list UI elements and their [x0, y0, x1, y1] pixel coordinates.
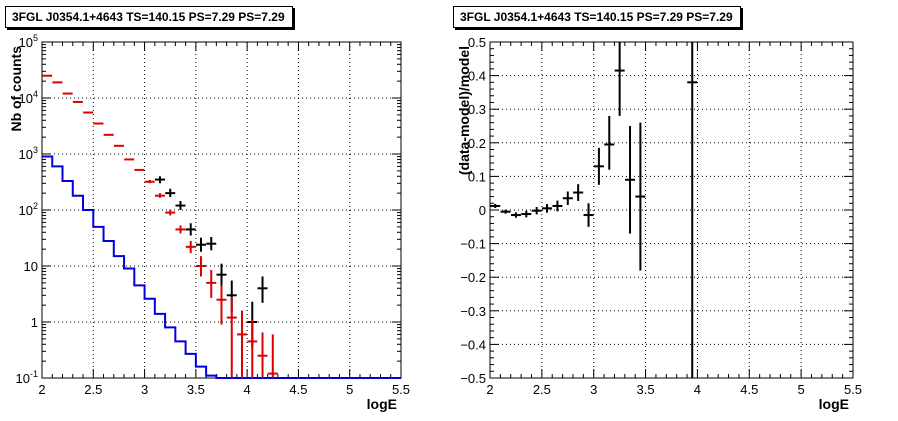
data-point [542, 203, 553, 213]
data-point [614, 42, 625, 116]
x-tick-label: 5 [798, 382, 805, 397]
data-point [154, 176, 165, 184]
y-tick-label: 10 [24, 259, 38, 274]
x-tick-label: 2 [38, 382, 45, 397]
data-point [226, 296, 237, 378]
data-point [510, 212, 521, 218]
residuals-panel: 2 2.5 3 3.5 4 4.5 5 5.5 −0.5 −0.4 −0.3 −0.2 −0.1 0 0.1… [456, 35, 862, 412]
x-tick-label: 3.5 [637, 382, 655, 397]
y-axis-title: Nb of counts [8, 46, 24, 132]
x-tick-label: 3 [590, 382, 597, 397]
y-tick-label: 105 [19, 33, 38, 50]
y-tick-label: 0 [479, 203, 486, 218]
x-tick-label: 3.5 [187, 382, 205, 397]
data-point [206, 236, 217, 251]
x-tick-label: 4 [694, 382, 701, 397]
data-point [573, 184, 584, 201]
y-axis-title: (data-model)/model [456, 46, 472, 175]
data-point [195, 256, 206, 277]
data-point [165, 188, 176, 198]
data-point [635, 122, 646, 271]
data-point [216, 263, 227, 288]
data-point [237, 310, 248, 378]
data-point [562, 191, 573, 205]
y-tick-label: −0.3 [460, 304, 486, 319]
y-tick-label: −0.1 [460, 237, 486, 252]
y-tick-label: 0.1 [468, 169, 486, 184]
data-point [144, 179, 155, 184]
x-tick-label: 5.5 [844, 382, 862, 397]
y-tick-label: 0.5 [468, 35, 486, 50]
x-tick-label: 2.5 [533, 382, 551, 397]
y-tick-label: −0.5 [460, 371, 486, 386]
y-tick-label: −0.2 [460, 270, 486, 285]
data-point [175, 200, 186, 210]
y-tick-label: −0.4 [460, 337, 486, 352]
data-point [552, 200, 563, 212]
data-point [593, 147, 604, 185]
data-point [165, 209, 176, 216]
data-point [247, 319, 258, 378]
data-point [185, 240, 196, 254]
data-point [604, 115, 615, 170]
left-chart-title: 3FGL J0354.1+4643 TS=140.15 PS=7.29 PS=7… [5, 6, 293, 28]
data-point [195, 237, 206, 252]
data-point [154, 193, 165, 198]
y-tick-label: 0.3 [468, 102, 486, 117]
model-step-line [42, 155, 401, 379]
plot-frame [41, 41, 402, 379]
y-tick-label: 0.4 [468, 69, 486, 84]
x-tick-label: 2.5 [84, 382, 102, 397]
y-tick-label: 0.2 [468, 136, 486, 151]
x-tick-label: 5.5 [392, 382, 410, 397]
data-point [521, 210, 532, 218]
x-tick-label: 4.5 [289, 382, 307, 397]
right-chart-title: 3FGL J0354.1+4643 TS=140.15 PS=7.29 PS=7… [453, 6, 741, 28]
data-point [257, 332, 268, 378]
y-tick-label: 10-1 [16, 369, 38, 386]
x-tick-label: 4 [244, 382, 251, 397]
data-point [267, 334, 278, 378]
data-point [216, 285, 227, 325]
y-tick-label: 104 [19, 89, 38, 106]
y-tick-label: 102 [19, 201, 38, 218]
x-tick-label: 4.5 [740, 382, 758, 397]
data-point [185, 223, 196, 236]
y-tick-label: 103 [19, 145, 38, 162]
data-point [500, 209, 511, 214]
x-tick-label: 3 [141, 382, 148, 397]
data-point [257, 276, 268, 303]
x-axis-title: logE [367, 396, 397, 412]
data-point [490, 203, 501, 208]
data-point [175, 225, 186, 234]
data-point [687, 42, 698, 378]
y-tick-label: 1 [31, 315, 38, 330]
x-tick-label: 2 [486, 382, 493, 397]
x-tick-label: 5 [346, 382, 353, 397]
data-point [583, 203, 594, 227]
data-point [625, 126, 636, 234]
x-axis-title: logE [819, 396, 849, 412]
data-point [206, 269, 217, 298]
data-point [531, 206, 542, 215]
counts-panel: 2 2.5 3 3.5 4 4.5 5 5.5 10-1 1 10 102 103 104 105 logE N… [8, 33, 410, 412]
